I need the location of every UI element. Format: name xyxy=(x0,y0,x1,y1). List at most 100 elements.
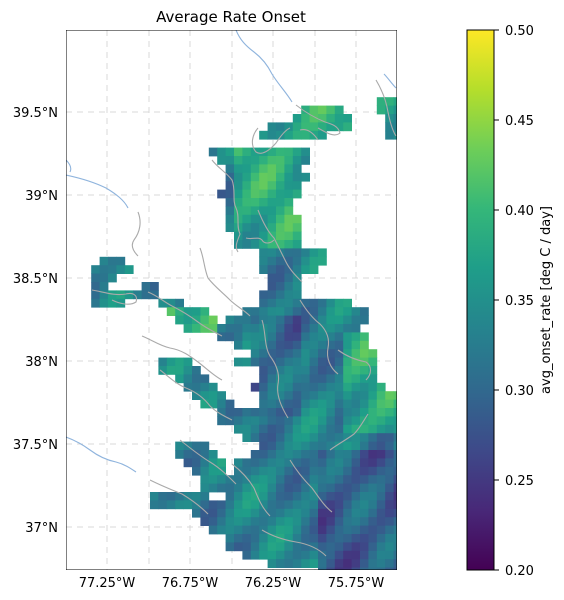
data-cell xyxy=(309,500,319,510)
data-cell xyxy=(292,248,302,258)
data-cell xyxy=(309,492,319,501)
data-cell xyxy=(166,492,176,501)
data-cell xyxy=(276,214,285,224)
data-cell xyxy=(318,324,327,333)
data-cell xyxy=(301,122,310,132)
data-cell xyxy=(318,475,327,484)
data-cell xyxy=(99,273,109,283)
data-cell xyxy=(393,122,397,132)
data-cell xyxy=(225,408,235,417)
data-cell xyxy=(276,559,285,568)
data-cell xyxy=(234,500,243,510)
data-cell xyxy=(91,273,100,283)
data-cell xyxy=(284,324,294,333)
data-cell xyxy=(351,466,361,476)
colorbar-tick-label: 0.25 xyxy=(505,474,534,489)
data-cell xyxy=(259,366,268,375)
data-cell xyxy=(192,450,201,459)
data-cell xyxy=(376,450,386,459)
data-cell xyxy=(368,374,378,384)
data-cell xyxy=(183,374,193,384)
data-cell xyxy=(309,441,319,451)
data-cell xyxy=(250,508,260,518)
data-cell xyxy=(326,466,336,476)
data-cell xyxy=(259,357,268,367)
data-cell xyxy=(250,198,260,207)
data-cell xyxy=(376,517,386,526)
data-cell xyxy=(234,324,243,333)
data-cell xyxy=(234,483,243,493)
data-cell xyxy=(276,466,285,476)
data-cell xyxy=(292,231,302,241)
data-cell xyxy=(175,315,184,325)
data-cell xyxy=(225,416,235,426)
data-cell xyxy=(292,542,302,552)
data-cell xyxy=(259,349,268,358)
data-cell xyxy=(309,105,319,115)
data-cell xyxy=(318,483,327,493)
data-cell xyxy=(292,223,302,232)
data-cell xyxy=(292,534,302,543)
data-cell xyxy=(259,315,268,325)
data-cell xyxy=(250,458,260,468)
data-cell xyxy=(292,315,302,325)
data-cell xyxy=(259,500,268,510)
data-cell xyxy=(393,500,397,510)
data-cell xyxy=(318,441,327,451)
data-cell xyxy=(267,441,277,451)
data-cell xyxy=(393,475,397,484)
data-cell xyxy=(292,357,302,367)
data-cell xyxy=(284,273,294,283)
data-cell xyxy=(250,324,260,333)
data-cell xyxy=(284,466,294,476)
data-cell xyxy=(267,282,277,291)
data-cell xyxy=(250,500,260,510)
data-cell xyxy=(292,307,302,316)
data-cell xyxy=(360,349,369,358)
data-cell xyxy=(183,315,193,325)
data-cell xyxy=(91,298,100,308)
data-cell xyxy=(259,231,268,241)
data-cell xyxy=(208,517,218,526)
data-cell xyxy=(301,475,310,484)
x-tick-label: 75.75°W xyxy=(328,576,385,591)
data-cell xyxy=(217,147,226,157)
data-cell xyxy=(309,374,319,384)
data-cell xyxy=(318,315,327,325)
data-cell xyxy=(276,492,285,501)
data-cell xyxy=(250,492,260,501)
data-cell xyxy=(351,315,361,325)
data-cell xyxy=(309,475,319,484)
data-cell xyxy=(376,441,386,451)
data-cell xyxy=(259,382,268,392)
data-cell xyxy=(276,130,285,140)
data-cell xyxy=(250,466,260,476)
data-cell xyxy=(225,198,235,207)
data-cell xyxy=(175,366,184,375)
data-cell xyxy=(192,382,201,392)
data-cell xyxy=(343,492,352,501)
data-cell xyxy=(301,156,310,165)
data-cell xyxy=(292,508,302,518)
data-cell xyxy=(334,349,344,358)
data-cell xyxy=(217,458,226,468)
data-cell xyxy=(267,382,277,392)
data-cell xyxy=(225,223,235,232)
data-cell xyxy=(343,391,352,400)
data-cell xyxy=(376,433,386,442)
data-cell xyxy=(267,559,277,568)
data-cell xyxy=(208,458,218,468)
data-cell xyxy=(360,517,369,526)
data-cell xyxy=(360,534,369,543)
data-cell xyxy=(284,282,294,291)
data-cell xyxy=(250,542,260,552)
data-cell xyxy=(267,198,277,207)
data-cell xyxy=(250,214,260,224)
y-tick-label: 38°N xyxy=(25,355,58,370)
data-cell xyxy=(276,340,285,350)
data-cell xyxy=(284,290,294,300)
data-cell xyxy=(334,340,344,350)
data-cell xyxy=(351,517,361,526)
data-cell xyxy=(200,475,210,484)
data-cell xyxy=(326,332,336,342)
